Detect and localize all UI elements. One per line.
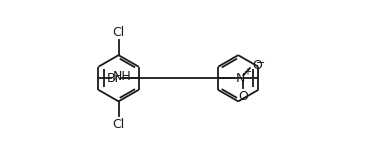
Text: Cl: Cl	[112, 26, 125, 39]
Text: O: O	[238, 90, 248, 103]
Text: NH: NH	[113, 70, 132, 83]
Text: O: O	[252, 60, 262, 73]
Text: Cl: Cl	[112, 118, 125, 131]
Text: −: −	[256, 58, 265, 68]
Text: N: N	[235, 72, 245, 85]
Text: Br: Br	[107, 72, 121, 85]
Text: +: +	[243, 67, 251, 77]
